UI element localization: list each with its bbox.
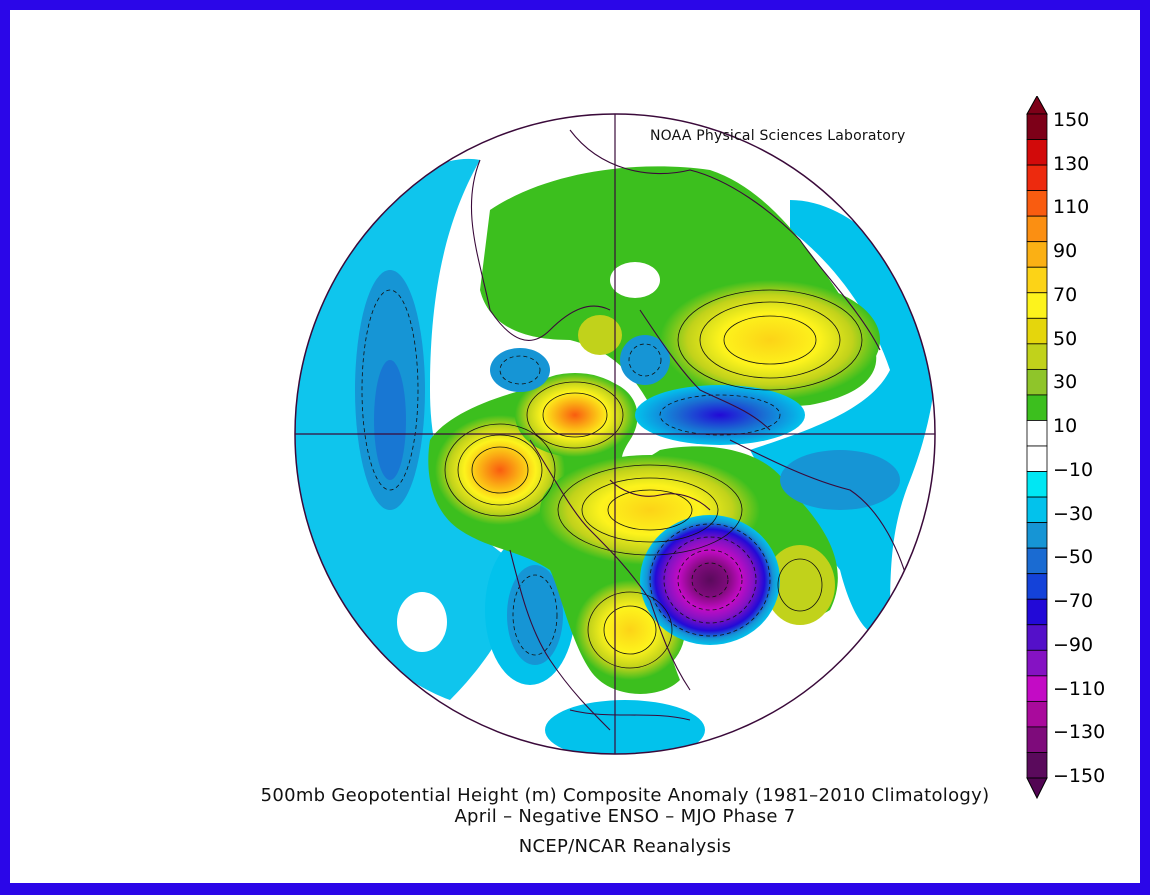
colorbar-bin <box>1026 164 1048 192</box>
colorbar-bin <box>1026 292 1048 319</box>
colorbar-bin <box>1026 394 1048 421</box>
colorbar-label: −10 <box>1053 458 1094 481</box>
colorbar-bin <box>1026 598 1048 626</box>
title-line-1: 500mb Geopotential Height (m) Composite … <box>260 785 990 806</box>
credit-text: NOAA Physical Sciences Laboratory <box>650 128 906 144</box>
colorbar-bin <box>1026 139 1048 166</box>
colorbar-label: −50 <box>1053 546 1094 569</box>
colorbar-label: 30 <box>1053 371 1078 394</box>
negative-contours <box>361 289 781 656</box>
anomaly-field <box>295 114 935 754</box>
colorbar-bin <box>1026 649 1048 677</box>
colorbar-bin <box>1026 445 1048 472</box>
title-line-2: April – Negative ENSO – MJO Phase 7 <box>454 806 796 827</box>
title-line-3: NCEP/NCAR Reanalysis <box>518 836 732 857</box>
colorbar-label: 130 <box>1053 152 1090 175</box>
colorbar-label: −110 <box>1053 677 1106 700</box>
colorbar-bin <box>1026 215 1048 243</box>
colorbar-label: −130 <box>1053 721 1106 744</box>
colorbar-bin <box>1026 190 1048 217</box>
colorbar-label: −70 <box>1053 590 1094 613</box>
colorbar-label: 90 <box>1053 240 1078 263</box>
colorbar-bin <box>1026 241 1048 268</box>
colorbar-bin <box>1026 343 1048 370</box>
colorbar-bin <box>1026 496 1048 524</box>
colorbar-bin <box>1026 675 1048 702</box>
globe-outline <box>294 113 936 755</box>
colorbar-label: 70 <box>1053 283 1078 306</box>
contour-lines <box>444 289 863 669</box>
colorbar-bin <box>1026 471 1048 498</box>
colorbar-bin <box>1026 522 1048 549</box>
colorbar-arrow-top <box>1026 96 1048 115</box>
colorbar-bin <box>1026 726 1048 753</box>
colorbar-bin <box>1026 547 1048 575</box>
colorbar-bin <box>1026 420 1048 447</box>
colorbar-bin <box>1026 573 1048 600</box>
colorbar-bin <box>1026 752 1048 779</box>
colorbar-bin <box>1026 113 1048 140</box>
colorbar-label: 50 <box>1053 327 1078 350</box>
colorbar <box>1026 96 1048 800</box>
colorbar-label: 110 <box>1053 196 1090 219</box>
colorbar-bin <box>1026 266 1048 294</box>
colorbar-bin <box>1026 368 1048 396</box>
colorbar-bin <box>1026 317 1048 345</box>
colorbar-label: 150 <box>1053 109 1090 131</box>
coastlines <box>470 129 911 731</box>
colorbar-label: 10 <box>1053 415 1078 438</box>
colorbar-label: −90 <box>1053 633 1094 656</box>
colorbar-bin <box>1026 624 1048 651</box>
colorbar-label: −150 <box>1053 765 1106 787</box>
figure-panel: NOAA Physical Sciences Laboratory 500mb … <box>10 10 1140 883</box>
colorbar-arrow-bottom <box>1026 777 1048 800</box>
colorbar-label: −30 <box>1053 502 1094 525</box>
polar-map <box>294 113 936 755</box>
colorbar-bin <box>1026 700 1048 728</box>
